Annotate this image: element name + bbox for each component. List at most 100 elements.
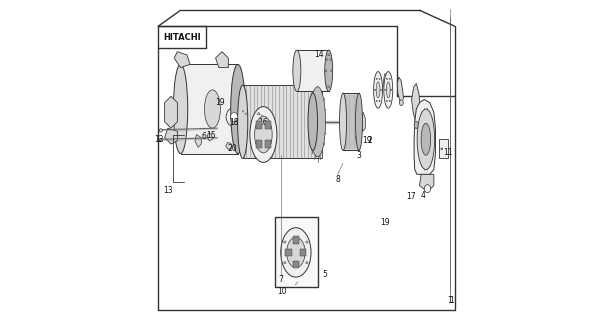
Text: 4: 4 (421, 191, 426, 200)
Ellipse shape (391, 89, 392, 91)
Polygon shape (411, 84, 420, 125)
Text: 6: 6 (201, 132, 206, 140)
Ellipse shape (374, 72, 383, 108)
Text: 15: 15 (206, 131, 216, 140)
Text: 11: 11 (444, 148, 453, 157)
Ellipse shape (386, 82, 390, 98)
Ellipse shape (205, 90, 221, 128)
Polygon shape (216, 52, 229, 68)
Ellipse shape (284, 241, 286, 243)
Ellipse shape (238, 85, 248, 158)
Ellipse shape (306, 262, 308, 264)
Text: 9: 9 (425, 138, 430, 147)
Polygon shape (343, 93, 359, 150)
Ellipse shape (281, 228, 311, 277)
Polygon shape (419, 174, 434, 192)
Text: 1: 1 (447, 296, 452, 305)
Ellipse shape (386, 78, 387, 79)
Ellipse shape (306, 241, 308, 243)
Polygon shape (356, 128, 360, 144)
Polygon shape (207, 133, 213, 141)
Ellipse shape (245, 113, 246, 115)
Ellipse shape (379, 78, 380, 79)
Ellipse shape (308, 93, 318, 150)
Polygon shape (256, 140, 262, 148)
Text: 19: 19 (380, 218, 390, 227)
Polygon shape (180, 64, 238, 154)
Ellipse shape (421, 123, 431, 155)
Ellipse shape (284, 262, 286, 264)
Polygon shape (397, 77, 403, 103)
Text: 10: 10 (277, 287, 286, 296)
Polygon shape (362, 112, 365, 131)
Ellipse shape (310, 87, 325, 157)
Ellipse shape (286, 237, 305, 268)
Ellipse shape (376, 82, 380, 98)
Text: 5: 5 (322, 270, 327, 279)
Polygon shape (439, 139, 448, 158)
Ellipse shape (386, 100, 387, 101)
Ellipse shape (399, 100, 403, 106)
Text: 8: 8 (335, 175, 340, 184)
Polygon shape (275, 217, 318, 287)
Ellipse shape (326, 59, 328, 60)
Ellipse shape (293, 50, 301, 92)
Ellipse shape (244, 112, 248, 116)
Ellipse shape (417, 109, 435, 170)
Ellipse shape (389, 78, 391, 79)
Ellipse shape (325, 50, 333, 92)
Polygon shape (293, 236, 299, 244)
Text: HITACHI: HITACHI (163, 33, 201, 42)
Text: 12: 12 (155, 135, 164, 144)
Text: 19: 19 (215, 98, 225, 107)
Polygon shape (265, 140, 271, 148)
Ellipse shape (376, 78, 377, 79)
Text: 14: 14 (314, 50, 324, 59)
Polygon shape (256, 121, 262, 129)
Polygon shape (265, 121, 271, 129)
Polygon shape (383, 74, 389, 87)
Ellipse shape (328, 86, 330, 88)
Ellipse shape (254, 116, 272, 153)
Ellipse shape (230, 113, 238, 122)
Ellipse shape (257, 113, 260, 115)
Polygon shape (243, 85, 322, 158)
Text: 13: 13 (164, 186, 173, 195)
Ellipse shape (242, 110, 244, 112)
Ellipse shape (330, 59, 331, 60)
Text: 3: 3 (357, 151, 362, 160)
Ellipse shape (241, 109, 245, 113)
Ellipse shape (250, 107, 277, 162)
Ellipse shape (325, 70, 327, 72)
Ellipse shape (441, 148, 443, 150)
Ellipse shape (159, 129, 163, 132)
Ellipse shape (328, 54, 330, 56)
Ellipse shape (226, 108, 242, 126)
Polygon shape (237, 104, 241, 110)
Text: 7: 7 (278, 275, 283, 284)
Polygon shape (285, 249, 292, 256)
Polygon shape (414, 100, 436, 174)
Ellipse shape (231, 64, 245, 154)
Text: 16: 16 (259, 118, 268, 127)
Polygon shape (293, 261, 299, 268)
Text: 20: 20 (227, 144, 237, 153)
Text: 1: 1 (450, 296, 455, 305)
Text: 17: 17 (406, 192, 415, 201)
Ellipse shape (339, 93, 347, 150)
Ellipse shape (331, 70, 333, 72)
Text: 18: 18 (229, 118, 239, 127)
Ellipse shape (414, 122, 418, 128)
Ellipse shape (355, 93, 362, 150)
Ellipse shape (379, 100, 380, 101)
Polygon shape (300, 249, 306, 256)
Ellipse shape (385, 89, 386, 91)
Polygon shape (164, 96, 177, 128)
Ellipse shape (375, 89, 376, 91)
Ellipse shape (173, 64, 188, 154)
Text: 19: 19 (362, 136, 372, 145)
Ellipse shape (384, 72, 393, 108)
Polygon shape (195, 134, 201, 147)
Ellipse shape (376, 100, 377, 101)
Ellipse shape (389, 100, 391, 101)
